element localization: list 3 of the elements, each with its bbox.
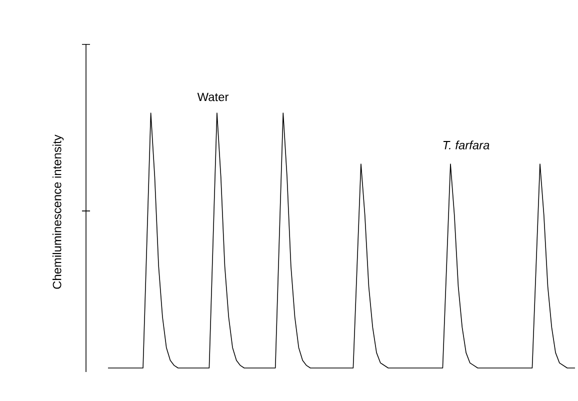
y-axis-title: Chemiluminescence intensity [52,134,64,289]
text: Water [197,92,229,102]
annotation: T. farfara [443,140,490,150]
